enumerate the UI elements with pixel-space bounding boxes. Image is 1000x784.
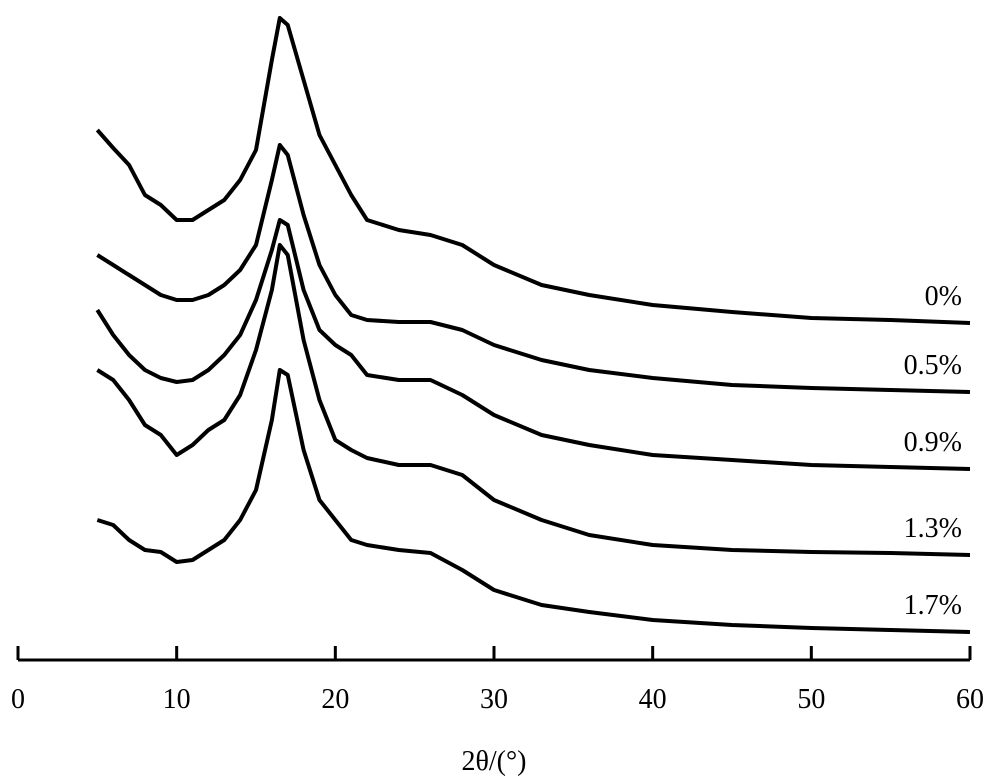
x-axis-label: 2θ/(°): [461, 746, 526, 777]
x-tick-label: 40: [639, 684, 667, 715]
xrd-curve: [95, 218, 971, 471]
xrd-curve: [95, 16, 971, 325]
xrd-curve: [96, 243, 971, 557]
series-label: 0.5%: [904, 350, 962, 381]
x-tick-label: 60: [956, 684, 984, 715]
xrd-curve: [96, 143, 971, 394]
series-label: 1.7%: [904, 590, 962, 621]
x-tick-label: 10: [163, 684, 191, 715]
series-label: 0%: [925, 281, 962, 312]
x-tick-label: 30: [480, 684, 508, 715]
xrd-curve: [96, 368, 971, 634]
series-label: 0.9%: [904, 427, 962, 458]
series-label: 1.3%: [904, 513, 962, 544]
x-tick-label: 20: [321, 684, 349, 715]
x-tick-label: 0: [11, 684, 25, 715]
x-tick-label: 50: [797, 684, 825, 715]
